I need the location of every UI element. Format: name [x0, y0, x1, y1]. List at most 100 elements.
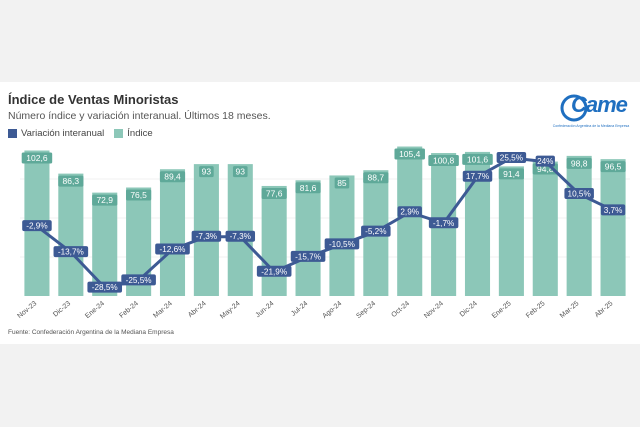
chart-subtitle: Número índice y variación interanual. Úl… — [8, 110, 271, 122]
x-tick-label: May-24 — [219, 300, 241, 320]
legend-swatch-bar — [114, 128, 124, 138]
bar-label-bg — [334, 177, 350, 189]
chart-title: Índice de Ventas Minoristas — [8, 92, 179, 107]
source-note: Fuente: Confederación Argentina de la Me… — [8, 329, 174, 336]
line-label-bg — [600, 204, 626, 216]
line-label-bg — [564, 188, 594, 199]
line-label-bg — [53, 246, 89, 258]
line-label: -5,2% — [365, 227, 386, 236]
legend-item-indice: Índice — [114, 127, 153, 139]
x-tick-label: Jul-24 — [290, 300, 309, 318]
x-tick-label: Nov-23 — [16, 300, 38, 320]
x-tick-label: Nov-24 — [423, 300, 445, 320]
bar-label: 105,4 — [399, 149, 421, 159]
x-tick-label: Dic-23 — [52, 300, 72, 318]
line-label-bg — [87, 281, 123, 293]
line-label-bg — [256, 265, 292, 277]
bar-label: 88,7 — [368, 173, 385, 183]
bar — [58, 173, 84, 296]
line-label-bg — [397, 206, 422, 218]
bar — [532, 161, 558, 296]
line-label: -12,6% — [160, 245, 186, 254]
came-logo-tagline: Confederación Argentina de la Mediana Em… — [552, 124, 630, 128]
bar — [397, 146, 423, 296]
bar-label-bg — [600, 161, 626, 173]
bar-label: 72,9 — [96, 195, 113, 205]
line-label-bg — [121, 274, 156, 286]
legend: Variación interanual Índice — [8, 127, 163, 139]
line-label-bg — [361, 225, 391, 237]
bar-label-bg — [462, 153, 493, 165]
x-tick-label: Abr-24 — [187, 300, 208, 319]
bar-label: 91,4 — [503, 169, 520, 179]
x-tick-label: Mar-24 — [152, 300, 174, 320]
bar-label-bg — [159, 171, 186, 183]
bar-label-bg — [295, 182, 321, 194]
line-label-bg — [324, 238, 360, 250]
bar-label-bg — [566, 157, 592, 169]
bar-label: 94,8 — [537, 164, 554, 174]
bar-label: 93 — [202, 167, 212, 177]
x-tick-label: Ago-24 — [321, 300, 343, 320]
line-label: -13,7% — [58, 248, 84, 257]
x-tick-label: Abr-25 — [594, 300, 615, 319]
x-tick-label: Feb-24 — [118, 300, 140, 320]
x-tick-label: Oct-24 — [390, 300, 411, 319]
bar-label-bg — [428, 155, 459, 167]
line-label-bg — [428, 217, 459, 229]
line-label-bg — [155, 243, 190, 255]
line-label: 3,7% — [604, 206, 623, 215]
bar-label-bg — [261, 187, 287, 199]
bar-label-bg — [232, 166, 248, 178]
bar — [261, 185, 287, 296]
bar-label: 86,3 — [63, 176, 80, 186]
x-tick-label: Sep-24 — [355, 300, 377, 320]
line-label: -7,3% — [196, 232, 217, 241]
bar-label: 102,6 — [26, 153, 48, 163]
bar — [159, 169, 186, 296]
line-label: 2,9% — [400, 208, 419, 217]
line-label: -15,7% — [295, 252, 321, 261]
bar — [193, 164, 219, 296]
bar-label-bg — [92, 194, 118, 206]
x-tick-label: Mar-25 — [559, 300, 581, 320]
line-label-bg — [225, 230, 256, 242]
bar-label-bg — [498, 168, 524, 180]
bar-label: 96,5 — [605, 162, 622, 172]
came-logo-mark — [560, 94, 588, 122]
bar-label-bg — [363, 172, 389, 184]
bar-label-bg — [199, 166, 214, 178]
bar-label: 89,4 — [164, 172, 181, 182]
bar-label: 76,5 — [130, 190, 147, 200]
line-label: -25,5% — [126, 276, 152, 285]
line-label: 10,5% — [568, 190, 591, 199]
x-tick-label: Jun-24 — [255, 300, 276, 319]
line-label-bg — [535, 155, 555, 167]
line-label: 25,5% — [500, 154, 523, 163]
bar-label-bg — [58, 175, 84, 187]
x-tick-label: Ene-24 — [84, 300, 106, 320]
legend-item-variacion: Variación interanual — [8, 128, 104, 139]
line-series — [36, 156, 614, 290]
bar — [498, 166, 524, 296]
bar-label: 100,8 — [433, 156, 455, 166]
line-label: -1,7% — [433, 219, 454, 228]
line-label-bg — [496, 152, 527, 163]
bar — [566, 155, 592, 296]
line-label-bg — [22, 220, 52, 232]
bar-label-bg — [126, 189, 152, 201]
bar — [295, 180, 321, 296]
line-label-bg — [462, 170, 493, 182]
legend-swatch-line — [8, 128, 17, 138]
line-label: 24% — [537, 157, 553, 166]
line-label: -10,5% — [329, 240, 355, 249]
x-tick-label: Dic-24 — [459, 300, 479, 318]
line-label-bg — [191, 230, 222, 242]
line-label: -28,5% — [92, 283, 118, 292]
legend-label-indice: Índice — [127, 127, 153, 139]
x-tick-label: Feb-25 — [525, 300, 547, 320]
bar-label-bg — [21, 152, 53, 164]
legend-label-variacion: Variación interanual — [21, 127, 105, 139]
bar-label: 81,6 — [300, 183, 317, 193]
